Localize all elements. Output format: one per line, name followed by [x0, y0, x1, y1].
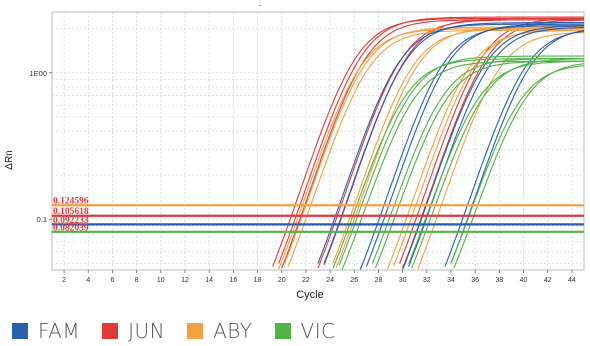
threshold-label-jun: 0.105618 — [53, 207, 89, 217]
legend-swatch-vic — [274, 323, 291, 339]
curve-vic — [408, 60, 584, 264]
x-tick-label: 18 — [254, 277, 262, 284]
x-tick-label: 30 — [399, 277, 407, 284]
curve-fam — [450, 29, 585, 264]
x-tick-label: 4 — [86, 277, 90, 284]
curve-vic — [338, 55, 584, 266]
legend-label-aby: ABY — [213, 319, 253, 343]
threshold-label-aby: 0.124596 — [53, 197, 89, 207]
x-tick-label: 26 — [350, 277, 358, 284]
curve-jun — [278, 16, 584, 264]
threshold-label-vic: 0.082039 — [53, 223, 89, 233]
curve-vic — [411, 58, 584, 269]
x-tick-label: 36 — [471, 277, 479, 284]
amplification-curves — [272, 16, 585, 270]
curve-vic — [453, 63, 585, 269]
grid — [52, 12, 584, 270]
x-tick-label: 2 — [62, 277, 66, 284]
curve-aby — [386, 29, 585, 270]
x-tick-label: 38 — [495, 277, 503, 284]
x-tick-label: 16 — [229, 277, 237, 284]
curve-aby — [335, 26, 584, 268]
y-tick-label: 0.1 — [37, 215, 47, 224]
legend: FAM JUN ABY VIC — [12, 318, 358, 344]
legend-item-jun[interactable]: JUN — [102, 319, 165, 343]
chart-title: - — [259, 0, 262, 10]
curve-fam — [444, 30, 585, 267]
curve-aby — [417, 32, 585, 270]
y-axis-label: ΔRn — [4, 150, 15, 169]
legend-item-vic[interactable]: VIC — [274, 319, 336, 343]
curve-vic — [374, 60, 584, 269]
x-tick-label: 22 — [302, 277, 310, 284]
legend-swatch-aby — [187, 323, 204, 339]
x-tick-label: 6 — [111, 277, 115, 284]
legend-label-vic: VIC — [300, 319, 336, 343]
x-tick-label: 32 — [423, 277, 431, 284]
curve-fam — [359, 25, 584, 270]
y-tick-label: 1E00 — [29, 69, 47, 78]
x-tick-label: 42 — [544, 277, 552, 284]
threshold-label-fam: 0.092233 — [53, 216, 89, 226]
x-tick-label: 20 — [278, 277, 286, 284]
legend-swatch-fam — [12, 323, 28, 339]
legend-label-jun: JUN — [128, 319, 166, 343]
x-tick-label: 10 — [157, 277, 165, 284]
axes: 2 4 6 8 10 12 14 16 18 20 22 24 26 28 30 32 34 36 38 40 42 44… — [29, 69, 575, 284]
legend-item-aby[interactable]: ABY — [187, 319, 252, 343]
curve-jun — [402, 19, 584, 269]
x-tick-label: 24 — [326, 277, 334, 284]
x-tick-label: 40 — [520, 277, 528, 284]
legend-swatch-jun — [102, 323, 119, 339]
legend-item-fam[interactable]: FAM — [12, 319, 80, 343]
curve-fam — [323, 22, 584, 264]
x-tick-label: 34 — [447, 277, 455, 284]
x-tick-label: 28 — [375, 277, 383, 284]
x-axis-label: Cycle — [296, 289, 324, 301]
legend-label-fam: FAM — [38, 319, 81, 343]
curve-fam — [402, 25, 585, 270]
x-tick-label: 14 — [205, 277, 213, 284]
curve-vic — [371, 58, 584, 264]
x-tick-label: 8 — [135, 277, 139, 284]
curve-fam — [365, 23, 584, 267]
x-tick-label: 44 — [568, 277, 576, 284]
x-tick-label: 12 — [181, 277, 189, 284]
